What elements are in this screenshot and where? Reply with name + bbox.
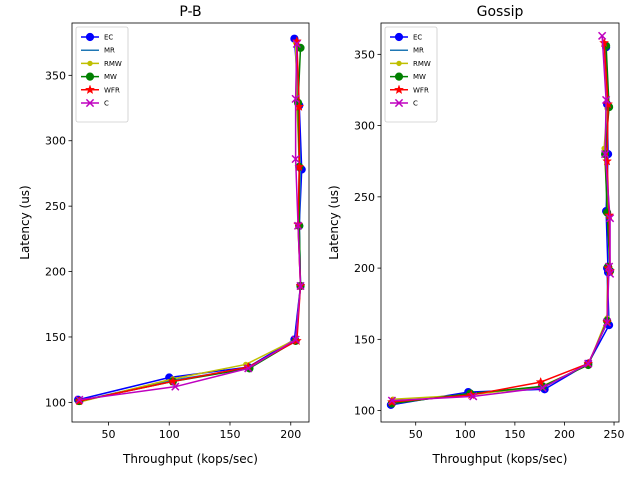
data-point-wfr [603,98,614,109]
y-tick-label: 150 [354,333,375,346]
y-tick-label: 100 [45,396,66,409]
data-point-c [291,335,300,344]
chart-gossip: Gossip 50 100 150 200 250 100 150 200 250 300 350 Th… [327,4,625,466]
y-tick-label: 350 [45,69,66,82]
legend-box [75,26,129,123]
series-c [387,31,615,405]
legend-marker-ec [394,32,404,42]
data-point-c [605,269,615,278]
data-point-c [296,281,305,291]
data-point-wfr [535,376,546,387]
data-point-c [601,95,611,105]
y-tick-label: 200 [45,266,66,279]
y-axis-label: Latency (us) [18,185,32,259]
legend-marker-c [394,98,404,108]
legend-label-mw: MW [104,73,117,81]
x-axis-label: Throughput (kops/sec) [122,452,258,466]
y-axis-label: Latency (us) [327,185,341,259]
x-tick-label: 100 [159,428,180,441]
legend-marker-wfr [84,84,96,95]
data-point-wfr [599,37,610,48]
legend-label-wfr: WFR [104,86,120,94]
legend: EC MR RMW MW WFR C [384,26,438,123]
x-tick-label: 150 [504,428,525,441]
y-tick-label: 350 [354,48,375,61]
legend-label-mw: MW [413,73,426,81]
legend-label-wfr: WFR [413,86,429,94]
legend-marker-rmw [87,60,93,67]
data-point-c [605,214,615,223]
data-point-c [602,318,612,327]
plot-frame [71,22,310,423]
data-point-c [469,392,478,401]
data-point-c [584,359,593,368]
y-tick-label: 150 [45,331,66,344]
legend-marker-wfr [393,84,405,95]
data-point-c [291,94,300,104]
legend-marker-ec [85,32,95,42]
data-point-wfr [602,155,613,166]
y-tick-label: 300 [45,135,66,148]
legend-label-rmw: RMW [413,60,431,68]
legend: EC MR RMW MW WFR C [75,26,129,123]
data-point-c [387,396,397,405]
y-tick-label: 200 [354,262,375,275]
data-point-c [293,221,303,230]
x-axis-label: Throughput (kops/sec) [432,452,568,466]
legend-label-c: C [104,100,109,108]
legend-label-rmw: RMW [104,60,122,68]
x-tick-label: 100 [455,428,476,441]
legend-marker-mw [85,72,95,81]
data-point-c [600,149,610,159]
x-tick-label: 50 [409,428,423,441]
series-c [75,39,305,404]
legend-label-ec: EC [104,34,113,42]
y-tick-label: 100 [354,405,375,418]
data-point-c [171,382,180,391]
x-tick-label: 200 [554,428,575,441]
legend-marker-mw [394,72,404,81]
y-tick-label: 300 [354,120,375,133]
data-point-c [75,395,84,404]
chart-title: P-B [179,4,201,20]
x-tick-label: 200 [280,428,301,441]
legend-marker-c [85,98,95,108]
x-tick-label: 50 [101,428,115,441]
chart-pb: P-B 50 100 150 200 100 150 200 250 300 350 Throughp… [18,4,310,466]
legend-label-ec: EC [413,34,422,42]
legend-label-mr: MR [104,47,115,55]
y-tick-label: 250 [45,200,66,213]
legend-label-mr: MR [413,47,424,55]
y-tick-label: 250 [354,191,375,204]
data-point-c [244,364,253,373]
x-tick-label: 150 [220,428,241,441]
data-point-c [604,262,614,271]
legend-label-c: C [413,100,418,108]
legend-box [384,26,438,123]
data-point-c [538,383,547,392]
data-point-c [292,39,301,49]
legend-marker-rmw [396,60,402,67]
chart-title: Gossip [477,4,524,20]
x-tick-label: 250 [604,428,625,441]
data-point-c [598,31,607,40]
data-point-c [291,154,300,164]
plot-frame [380,22,620,423]
